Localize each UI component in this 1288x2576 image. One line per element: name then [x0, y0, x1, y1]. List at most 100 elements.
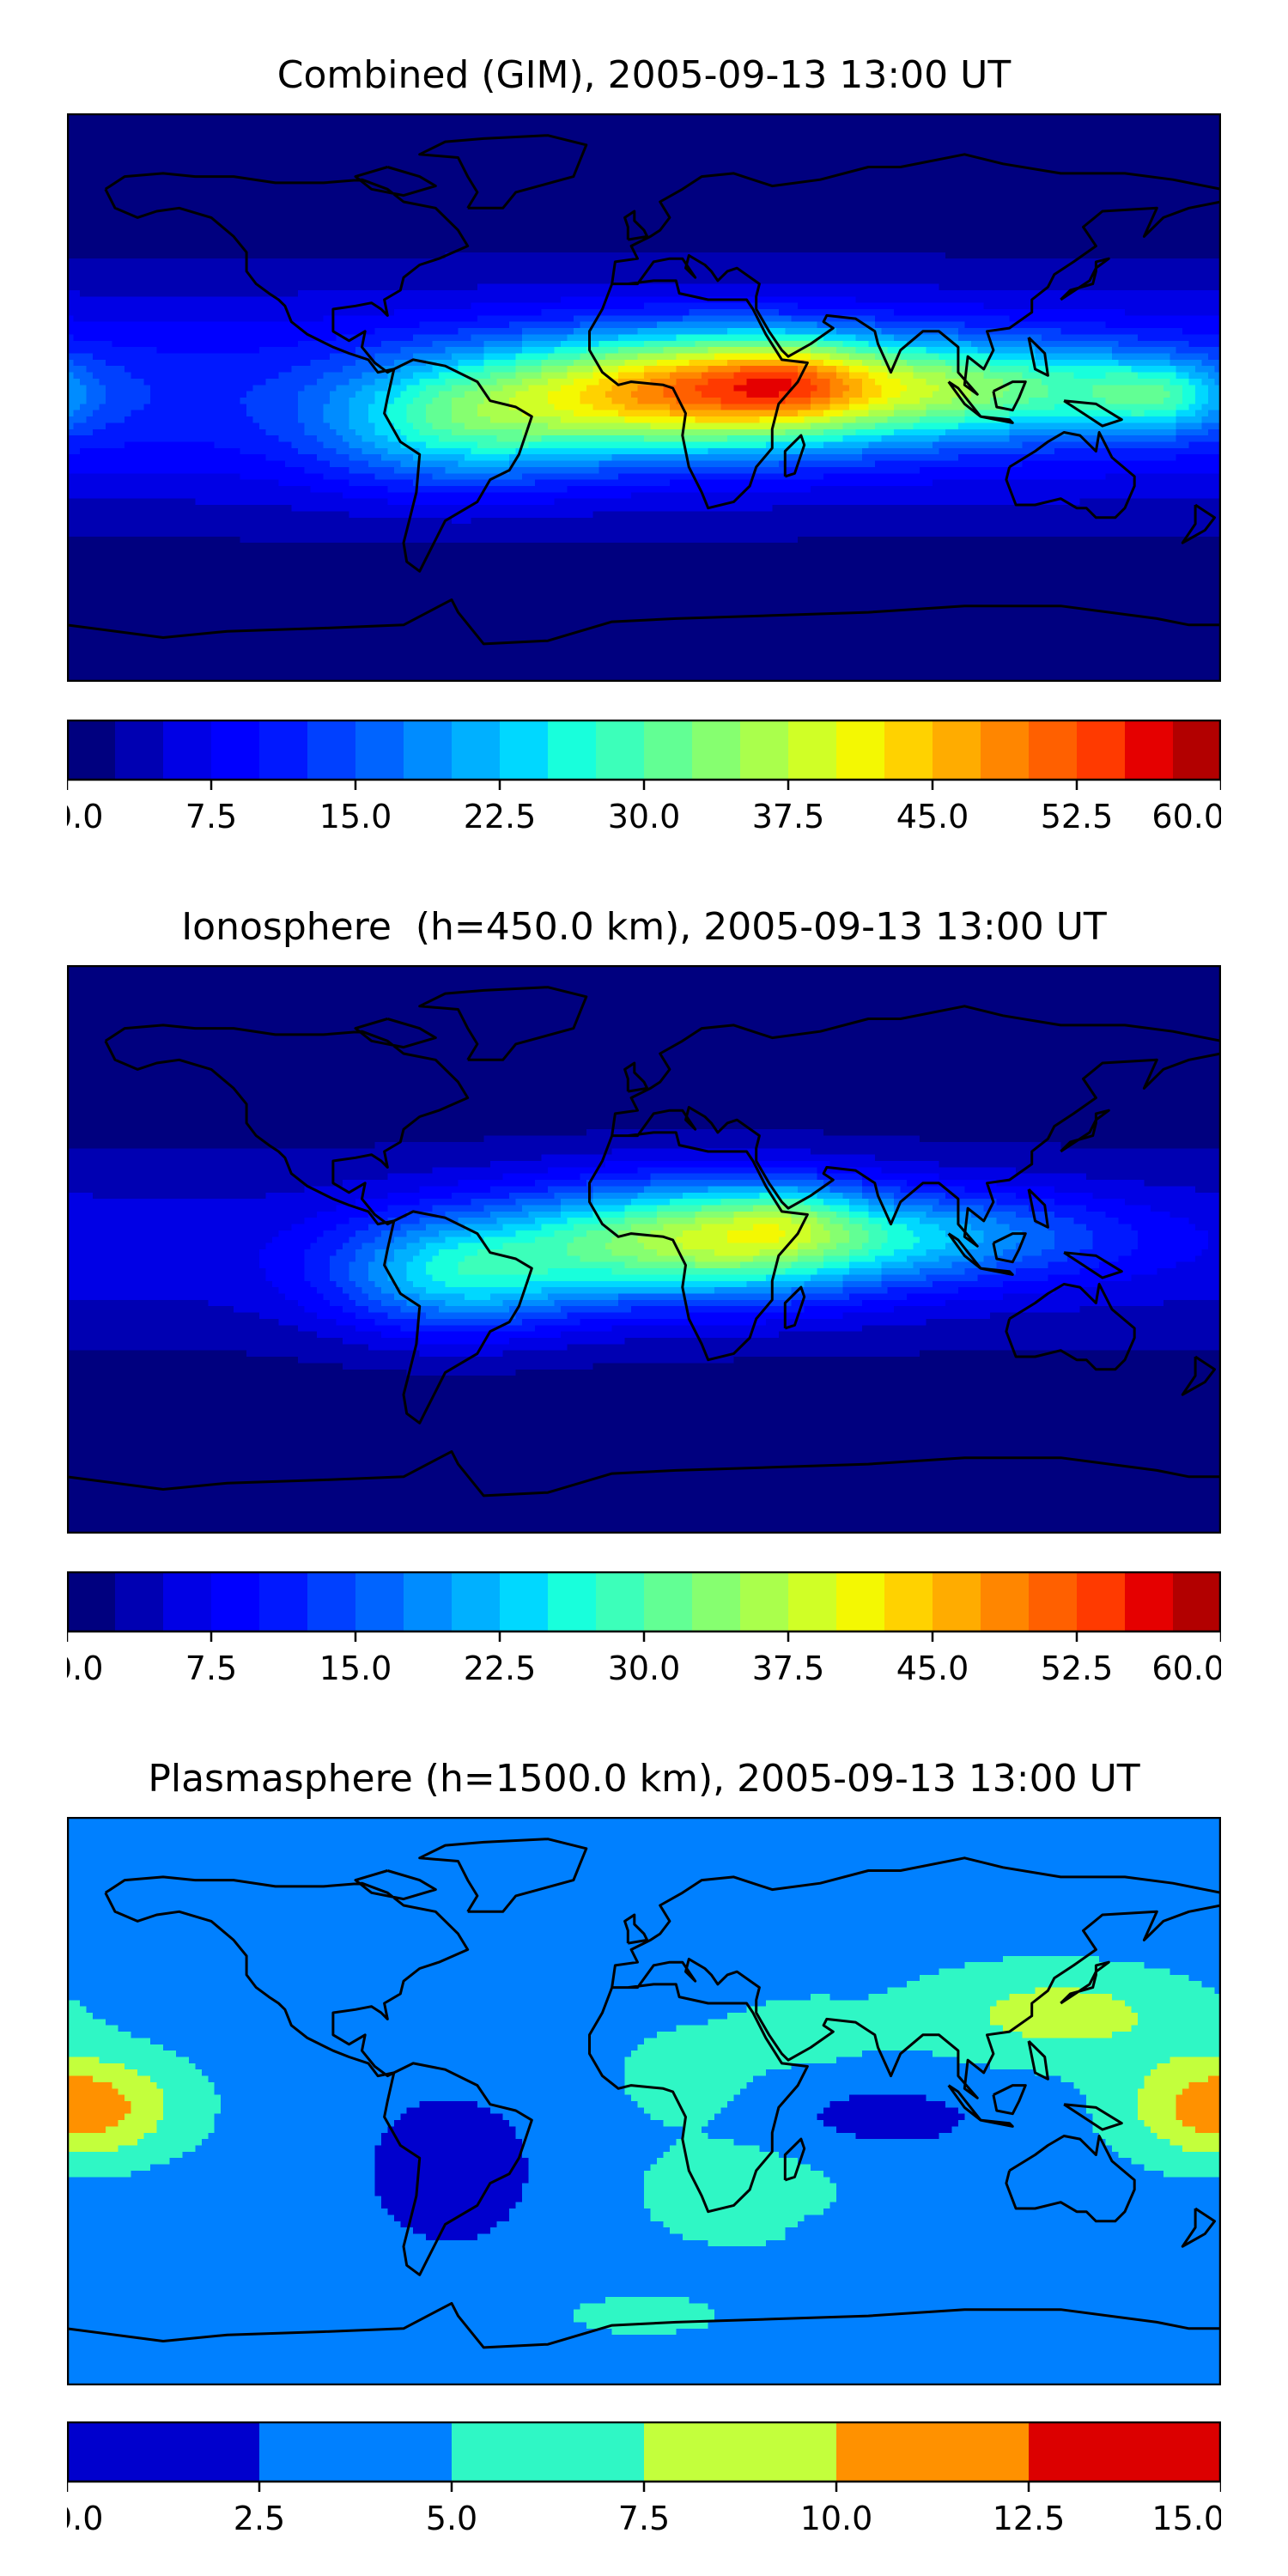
field-cell: [92, 252, 100, 259]
field-cell: [496, 252, 504, 259]
field-cell: [598, 201, 606, 209]
field-cell: [752, 113, 760, 120]
field-cell: [265, 182, 273, 190]
field-cell: [1195, 119, 1203, 127]
field-cell: [977, 246, 985, 253]
field-cell: [227, 270, 234, 278]
field-cell: [920, 119, 927, 127]
field-cell: [560, 277, 568, 285]
field-cell: [874, 264, 882, 272]
field-cell: [310, 221, 318, 228]
field-cell: [772, 240, 780, 247]
field-cell: [426, 227, 434, 234]
field-cell: [73, 227, 81, 234]
field-cell: [79, 246, 87, 253]
field-cell: [951, 176, 959, 184]
field-cell: [1195, 138, 1203, 146]
field-cell: [291, 132, 299, 140]
field-cell: [336, 264, 343, 272]
field-cell: [150, 240, 158, 247]
field-cell: [221, 208, 228, 216]
field-cell: [349, 189, 356, 197]
field-cell: [252, 270, 260, 278]
field-cell: [720, 283, 728, 291]
field-cell: [887, 125, 895, 133]
field-cell: [175, 163, 183, 171]
field-cell: [1112, 119, 1120, 127]
field-cell: [169, 113, 177, 120]
field-cell: [1003, 201, 1011, 209]
field-cell: [900, 208, 908, 216]
field-cell: [939, 125, 946, 133]
field-cell: [900, 270, 908, 278]
field-cell: [663, 113, 671, 120]
field-cell: [765, 214, 773, 222]
field-cell: [611, 163, 619, 171]
field-cell: [913, 240, 920, 247]
field-cell: [951, 163, 959, 171]
field-cell: [1029, 113, 1036, 120]
field-cell: [182, 277, 190, 285]
field-cell: [823, 182, 831, 190]
field-cell: [227, 157, 234, 165]
field-cell: [368, 214, 375, 222]
field-cell: [489, 144, 497, 152]
field-cell: [400, 163, 408, 171]
field-cell: [125, 240, 132, 247]
field-cell: [483, 125, 491, 133]
field-cell: [746, 163, 754, 171]
field-cell: [554, 233, 562, 240]
field-cell: [811, 170, 818, 178]
field-cell: [759, 283, 767, 291]
field-cell: [1073, 151, 1081, 159]
field-cell: [439, 221, 447, 228]
field-cell: [887, 132, 895, 140]
field-cell: [330, 119, 337, 127]
field-cell: [990, 233, 998, 240]
field-cell: [791, 132, 799, 140]
field-cell: [695, 201, 702, 209]
field-cell: [618, 113, 626, 120]
field-cell: [548, 233, 556, 240]
field-cell: [271, 176, 279, 184]
field-cell: [945, 221, 952, 228]
field-cell: [554, 221, 562, 228]
field-cell: [291, 176, 299, 184]
field-cell: [848, 170, 856, 178]
field-cell: [483, 113, 491, 120]
field-cell: [175, 138, 183, 146]
field-cell: [785, 125, 793, 133]
field-cell: [208, 163, 216, 171]
field-cell: [848, 151, 856, 159]
field-cell: [804, 119, 811, 127]
field-cell: [1035, 170, 1042, 178]
field-cell: [458, 221, 465, 228]
field-cell: [1099, 214, 1107, 222]
field-cell: [560, 283, 568, 291]
field-cell: [1137, 132, 1145, 140]
field-cell: [99, 113, 106, 120]
field-cell: [733, 125, 741, 133]
field-cell: [598, 157, 606, 165]
field-cell: [913, 113, 920, 120]
field-cell: [740, 221, 748, 228]
field-cell: [374, 163, 382, 171]
field-cell: [304, 144, 312, 152]
field-cell: [772, 163, 780, 171]
field-cell: [240, 270, 247, 278]
field-cell: [868, 176, 876, 184]
field-cell: [380, 176, 388, 184]
field-cell: [874, 138, 882, 146]
field-cell: [939, 246, 946, 253]
field-cell: [1112, 214, 1120, 222]
field-cell: [1016, 240, 1024, 247]
field-cell: [393, 189, 401, 197]
field-cell: [1029, 246, 1036, 253]
field-cell: [336, 182, 343, 190]
field-cell: [560, 201, 568, 209]
field-cell: [823, 201, 831, 209]
field-cell: [605, 201, 613, 209]
field-cell: [323, 163, 331, 171]
field-cell: [419, 227, 427, 234]
field-cell: [727, 246, 735, 253]
